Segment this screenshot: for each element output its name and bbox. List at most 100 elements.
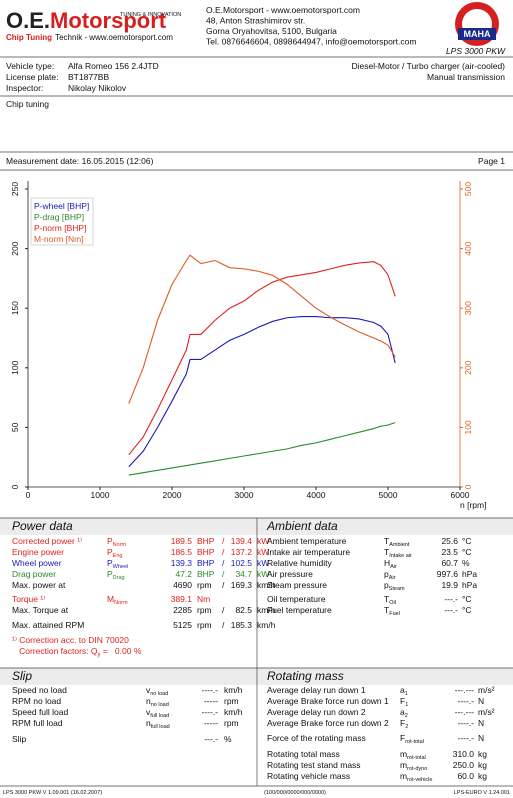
row-unit: rpm (224, 718, 239, 728)
row-value: ----- (204, 718, 218, 728)
row-symbol: T (384, 594, 389, 604)
row-unit: °C (462, 594, 472, 604)
row-label: Wheel power (12, 558, 62, 568)
row-symbol: v (146, 685, 151, 695)
row-label: Rotating test stand mass (267, 760, 361, 770)
row-unit: °C (462, 536, 472, 546)
row-unit: km/h (257, 580, 276, 590)
x-tick-label: 4000 (307, 490, 326, 500)
footer-left: LPS 3000 PKW V 1.09.001 (16.02.2007) (3, 790, 102, 796)
row-symbol: F (400, 733, 405, 743)
row-unit: m/s² (478, 707, 495, 717)
row-value: 139.3 (171, 558, 193, 568)
row-value: ----.- (457, 733, 474, 743)
row-label: Force of the rotating mass (267, 733, 366, 743)
row-value: 102.5 (231, 558, 253, 568)
row-label: Rotating vehicle mass (267, 771, 350, 781)
x-tick-label: 0 (26, 490, 31, 500)
row-unit: km/h (224, 685, 243, 695)
y-tick-label: 100 (10, 360, 20, 374)
row-label: Engine power (12, 547, 64, 557)
y-tick-label: 250 (10, 182, 20, 196)
row-unit: kg (478, 749, 487, 759)
section-title: Ambient data (266, 519, 338, 533)
row-unit: % (462, 558, 470, 568)
row-separator: / (222, 558, 225, 568)
row-symbol: F (400, 696, 405, 706)
row-subscript: Wheel (113, 564, 129, 570)
row-label: Average Brake force run down 1 (267, 696, 389, 706)
row-separator: / (222, 536, 225, 546)
row-value: 137.2 (231, 547, 253, 557)
legend-entry: M-norm [Nm] (34, 234, 84, 244)
series-line (128, 261, 396, 456)
page-number: Page 1 (478, 156, 505, 166)
section-band (0, 518, 513, 535)
row-label: RPM no load (12, 696, 61, 706)
row-subscript: Fuel (389, 611, 400, 617)
x-axis-label: n [rpm] (460, 500, 486, 510)
product-name: LPS 3000 PKW (446, 46, 506, 56)
row-symbol: P (107, 547, 113, 557)
x-tick-label: 1000 (91, 490, 110, 500)
vehicle-value: BT1877BB (68, 72, 109, 82)
y-tick-label: 50 (10, 422, 20, 432)
row-value: 250.0 (453, 760, 475, 770)
row-subscript: rot-vehicle (407, 777, 432, 783)
vehicle-spec: Manual transmission (427, 72, 505, 82)
row-label: Air pressure (267, 569, 313, 579)
row-unit: hPa (462, 569, 477, 579)
row-subscript: 2 (405, 713, 408, 719)
address-line: 48, Anton Strashimirov str. (206, 16, 305, 26)
x-tick-label: 3000 (235, 490, 254, 500)
row-symbol-group: PNorm (107, 536, 127, 548)
row-symbol: H (384, 558, 390, 568)
row-value: ---.- (444, 605, 458, 615)
y-tick-label: 150 (10, 301, 20, 315)
row-separator: / (222, 620, 225, 630)
row-value: 310.0 (453, 749, 475, 759)
row-subscript: Air (390, 564, 397, 570)
logo-tagline: TUNING & INNOVATION (120, 12, 181, 18)
row-label: Rotating total mass (267, 749, 340, 759)
row-symbol-group: nfull load (146, 718, 170, 730)
row-separator: / (222, 605, 225, 615)
row-label: Max. power at (12, 580, 66, 590)
x-tick-label: 6000 (451, 490, 470, 500)
section-title: Rotating mass (267, 669, 344, 683)
footer-right: LPS-EURO V 1.24.001 (454, 790, 510, 796)
row-value: ----- (204, 696, 218, 706)
row-symbol-group: a2 (400, 707, 408, 719)
notes: Chip tuning (6, 99, 49, 109)
row-subscript: rot-total (407, 755, 426, 761)
row-subscript: Eng (113, 553, 123, 559)
footer-center: (100/000/0000/000/0000) (264, 790, 326, 796)
row-subscript: Drag (113, 575, 125, 581)
y2-tick-label: 0 (463, 484, 473, 489)
row-symbol: F (400, 718, 405, 728)
row-symbol: T (384, 605, 389, 615)
row-subscript: full load (151, 724, 170, 730)
row-symbol-group: pSteam (384, 580, 405, 592)
y2-tick-label: 400 (463, 241, 473, 255)
y2-tick-label: 200 (463, 360, 473, 374)
row-value: ---.- (444, 594, 458, 604)
row-symbol-group: HAir (384, 558, 397, 570)
series-line (128, 422, 396, 476)
row-unit: BHP (197, 569, 215, 579)
row-value: 389.1 (171, 594, 193, 604)
row-symbol: m (400, 760, 407, 770)
row-label: Average delay run down 2 (267, 707, 366, 717)
row-symbol-group: TOil (384, 594, 396, 606)
x-tick-label: 2000 (163, 490, 182, 500)
measurement-date: Measurement date: 16.05.2015 (12:06) (6, 156, 154, 166)
row-label: Intake air temperature (267, 547, 350, 557)
row-value: ----.- (457, 696, 474, 706)
row-unit: N (478, 696, 484, 706)
row-subscript: rot-total (405, 739, 424, 745)
row-symbol-group: TFuel (384, 605, 400, 617)
legend-entry: P-norm [BHP] (34, 223, 86, 233)
row-unit: kg (478, 760, 487, 770)
row-separator: / (222, 569, 225, 579)
